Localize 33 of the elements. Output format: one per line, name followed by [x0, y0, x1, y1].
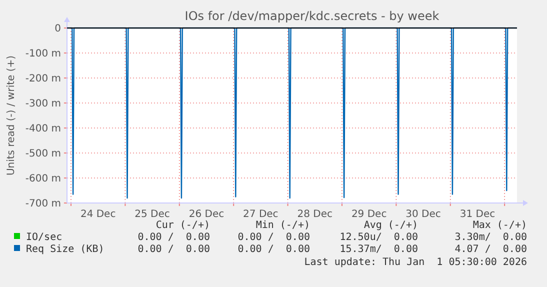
y-tick-label: -400 m	[25, 124, 61, 134]
x-tick-label: 27 Dec	[243, 209, 278, 220]
text: 12.50u/ 0.00	[340, 232, 418, 243]
y-tick-label: 0	[54, 24, 61, 34]
text: Min (-/+)	[256, 220, 310, 231]
y-tick-label: -100 m	[25, 48, 61, 60]
x-tick-label: 25 Dec	[134, 209, 170, 220]
y-tick-label: -200 m	[25, 74, 61, 84]
text: 15.37m/ 0.00	[340, 244, 418, 255]
text: 0.00 / 0.00	[138, 244, 210, 255]
y-axis-title: Units read (-) / write (+)	[6, 55, 17, 176]
text: Avg (-/+)	[364, 220, 418, 231]
text: Last update: Thu Jan 1 05:30:00 2026	[304, 257, 527, 268]
x-tick-label: 29 Dec	[351, 209, 387, 220]
x-tick-label: 31 Dec	[460, 209, 496, 220]
y-tick-label: -300 m	[25, 98, 61, 110]
text: 0.00 / 0.00	[238, 244, 310, 255]
y-tick-label: -600 m	[25, 174, 61, 184]
text: 0.00 / 0.00	[238, 232, 310, 243]
chart-title: IOs for /dev/mapper/kdc.secrets - by week	[184, 9, 440, 23]
text: 0.00 / 0.00	[138, 232, 210, 243]
text: 3.30m/ 0.00	[454, 232, 527, 243]
text: Cur (-/+)	[156, 220, 210, 231]
x-tick-label: 24 Dec	[80, 209, 116, 220]
text: Max (-/+)	[472, 220, 527, 231]
x-tick-label: 30 Dec	[406, 209, 441, 220]
legend-label: Req Size (KB)	[26, 244, 104, 255]
y-tick-label: -700 m	[25, 198, 61, 210]
text: 4.07 / 0.00	[454, 244, 527, 255]
x-tick-label: 26 Dec	[188, 209, 224, 220]
y-tick-label: -500 m	[25, 148, 61, 160]
x-tick-label: 28 Dec	[297, 209, 333, 220]
legend-label: IO/sec	[26, 232, 62, 243]
